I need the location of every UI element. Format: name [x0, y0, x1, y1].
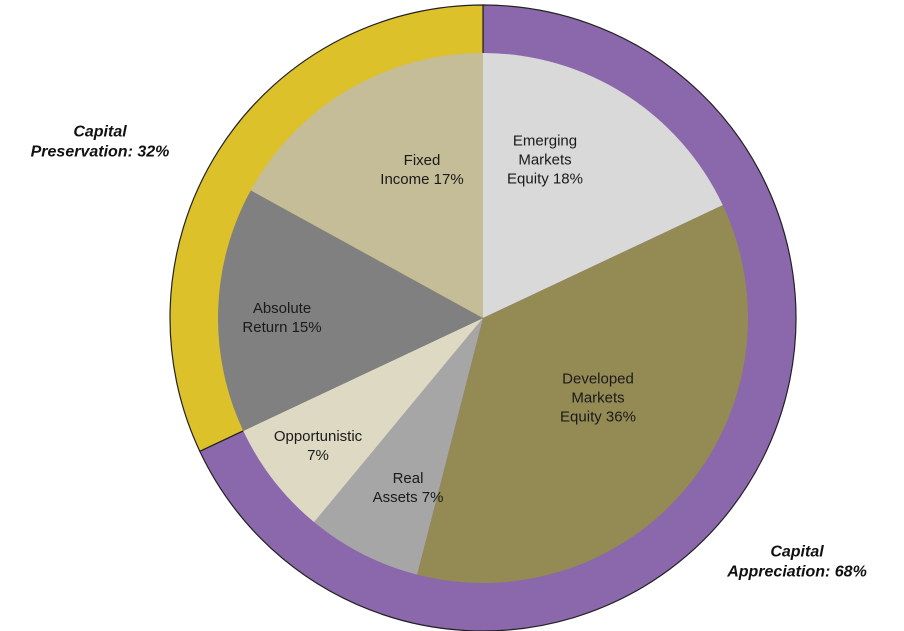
slice-label: Capital Appreciation: 68%: [727, 543, 867, 581]
slice-label: Opportunistic 7%: [273, 427, 363, 464]
pie-slice: [218, 190, 483, 431]
slice-label: Absolute Return 15%: [242, 299, 322, 336]
slice-label: Real Assets 7%: [372, 469, 444, 506]
pie-slice: [483, 53, 723, 318]
pie-slice: [314, 318, 483, 575]
pie-slice: [417, 205, 749, 584]
pie-slice: [250, 53, 483, 318]
slice-label: Emerging Markets Equity 18%: [507, 132, 583, 188]
pie-slice: [243, 318, 483, 523]
slice-label: Fixed Income 17%: [380, 151, 464, 188]
slice-label: Developed Markets Equity 36%: [560, 370, 636, 426]
slice-label: Capital Preservation: 32%: [30, 123, 170, 161]
